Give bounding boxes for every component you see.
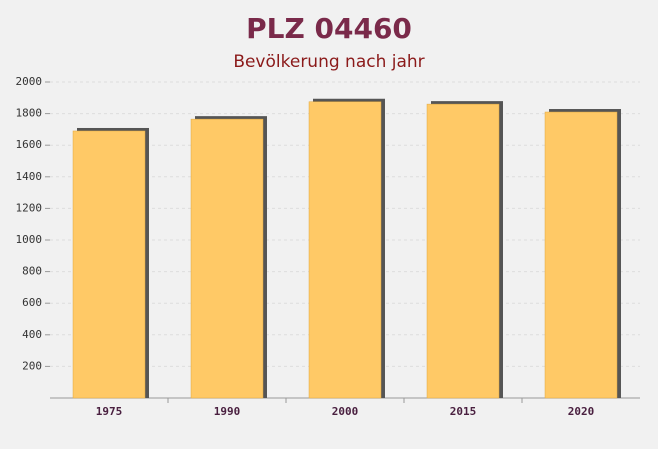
y-tick-label: 400 — [22, 328, 42, 341]
x-tick-label: 2015 — [450, 405, 477, 418]
y-tick-label: 200 — [22, 359, 42, 372]
y-tick-label: 1400 — [16, 170, 43, 183]
x-tick-label: 2020 — [568, 405, 595, 418]
x-tick-label: 1975 — [96, 405, 123, 418]
bar — [190, 118, 264, 399]
x-tick-label: 1990 — [214, 405, 241, 418]
y-tick-label: 800 — [22, 265, 42, 278]
y-tick-label: 2000 — [16, 75, 43, 88]
y-tick-label: 1600 — [16, 138, 43, 151]
bar — [72, 130, 146, 399]
x-tick-label: 2000 — [332, 405, 359, 418]
y-tick-label: 1200 — [16, 201, 43, 214]
chart-title: PLZ 04460 — [246, 12, 412, 45]
y-tick-label: 1000 — [16, 233, 43, 246]
bar — [426, 103, 500, 399]
bar — [308, 101, 382, 399]
bar — [544, 111, 618, 399]
chart-subtitle: Bevölkerung nach jahr — [233, 52, 424, 72]
y-tick-label: 600 — [22, 296, 42, 309]
y-tick-label: 1800 — [16, 107, 43, 120]
